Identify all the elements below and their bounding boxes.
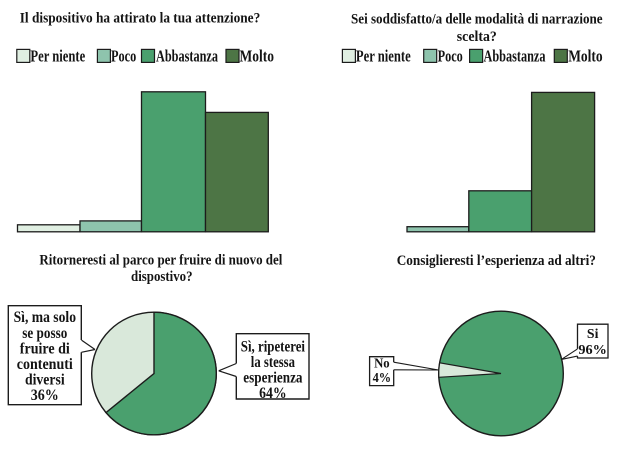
svg-text:scelta?: scelta? — [457, 29, 497, 45]
svg-text:contenuti: contenuti — [17, 356, 73, 373]
svg-text:esperienza: esperienza — [243, 370, 302, 387]
svg-text:Poco: Poco — [111, 47, 136, 66]
svg-text:Per niente: Per niente — [356, 47, 411, 66]
svg-text:Poco: Poco — [438, 47, 463, 66]
svg-text:diversi: diversi — [25, 372, 65, 389]
svg-text:Abbastanza: Abbastanza — [484, 47, 546, 66]
svg-text:Molto: Molto — [568, 47, 603, 66]
svg-text:No: No — [374, 356, 390, 371]
svg-text:se posso: se posso — [22, 325, 67, 342]
svg-text:fruire di: fruire di — [20, 340, 70, 357]
svg-text:Sì, ripeterei: Sì, ripeterei — [241, 339, 306, 356]
svg-text:Sì, ma solo: Sì, ma solo — [14, 309, 76, 326]
svg-text:Molto: Molto — [240, 47, 275, 66]
svg-text:4%: 4% — [373, 370, 392, 385]
svg-text:Consiglieresti l’esperienza ad: Consiglieresti l’esperienza ad altri? — [397, 253, 596, 269]
svg-text:dispostivo?: dispostivo? — [131, 269, 193, 285]
svg-text:36%: 36% — [31, 387, 59, 404]
svg-text:96%: 96% — [578, 342, 607, 357]
svg-text:64%: 64% — [259, 385, 287, 402]
svg-text:Abbastanza: Abbastanza — [156, 47, 218, 66]
svg-text:Ritorneresti al parco per frui: Ritorneresti al parco per fruire di nuov… — [39, 253, 282, 269]
svg-text:Il dispositivo ha attirato la: Il dispositivo ha attirato la tua attenz… — [20, 10, 261, 26]
svg-text:Sei soddisfatto/a delle modali: Sei soddisfatto/a delle modalità di narr… — [351, 11, 603, 27]
svg-text:Per niente: Per niente — [30, 47, 85, 66]
svg-text:Si: Si — [587, 326, 599, 341]
svg-text:la stessa: la stessa — [251, 354, 295, 371]
